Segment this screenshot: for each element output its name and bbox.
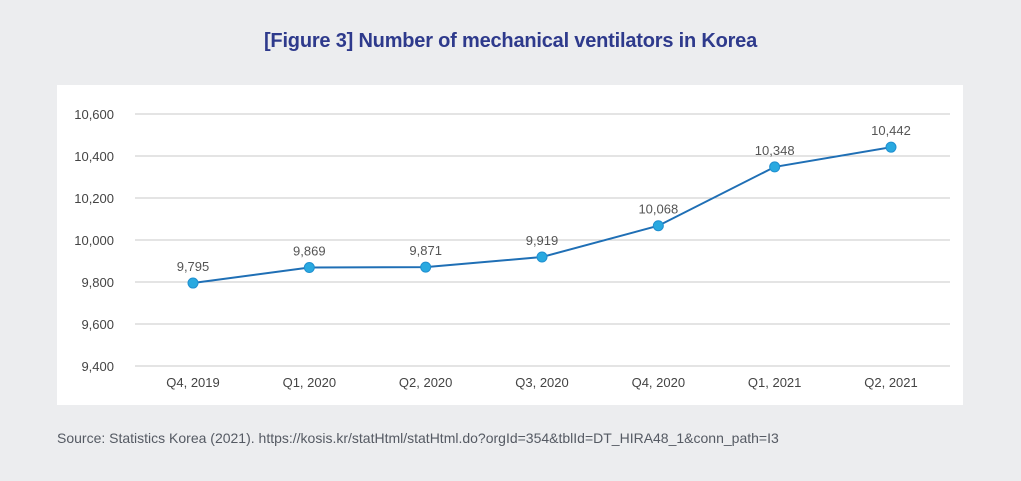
x-tick-label: Q2, 2021 <box>864 375 918 390</box>
line-chart: 9,400 9,600 9,800 10,000 10,200 10,400 10,600 Q… <box>74 107 950 390</box>
y-tick-label: 9,800 <box>81 275 114 290</box>
y-tick-label: 9,600 <box>81 317 114 332</box>
data-label: 10,348 <box>755 143 795 158</box>
x-tick-label: Q4, 2019 <box>166 375 220 390</box>
y-tick-label: 10,000 <box>74 233 114 248</box>
x-tick-label: Q4, 2020 <box>632 375 686 390</box>
data-label: 9,919 <box>526 233 559 248</box>
x-tick-label: Q1, 2021 <box>748 375 802 390</box>
data-label: 10,442 <box>871 123 911 138</box>
series-line <box>192 146 892 285</box>
y-tick-label: 10,600 <box>74 107 114 122</box>
chart-panel: 9,400 9,600 9,800 10,000 10,200 10,400 10,600 Q… <box>57 85 963 405</box>
x-tick-label: Q3, 2020 <box>515 375 569 390</box>
data-point <box>420 261 432 273</box>
data-point <box>187 277 199 289</box>
y-tick-label: 10,400 <box>74 149 114 164</box>
data-label: 10,068 <box>638 202 678 217</box>
chart-title: [Figure 3] Number of mechanical ventilat… <box>263 30 758 52</box>
x-tick-label: Q1, 2020 <box>283 375 337 390</box>
data-label: 9,871 <box>409 243 442 258</box>
data-label: 9,795 <box>177 259 210 274</box>
data-point <box>885 141 897 153</box>
y-tick-label: 9,400 <box>81 359 114 374</box>
data-label: 9,869 <box>293 244 326 259</box>
data-point <box>652 220 664 232</box>
x-tick-label: Q2, 2020 <box>399 375 453 390</box>
source-note: Source: Statistics Korea (2021). https:/… <box>57 430 779 446</box>
data-point <box>303 262 315 274</box>
data-point <box>769 161 781 173</box>
data-point <box>536 251 548 263</box>
y-tick-label: 10,200 <box>74 191 114 206</box>
